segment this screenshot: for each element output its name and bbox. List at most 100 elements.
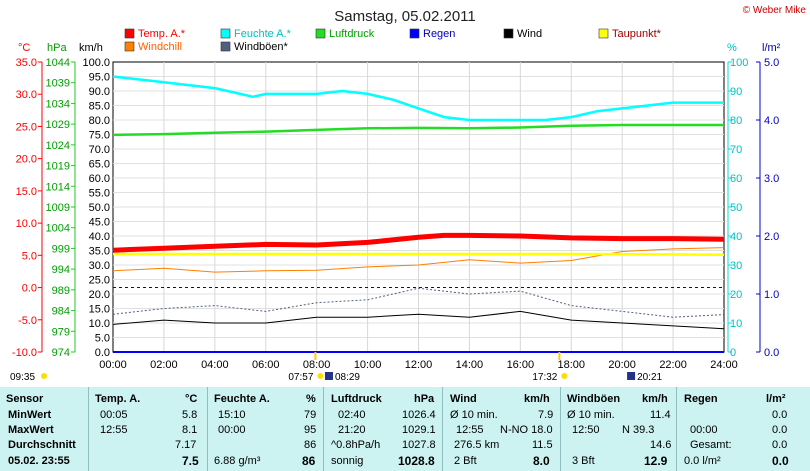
wind-tick-label: 10.0 <box>89 318 110 330</box>
wind-tick-label: 50.0 <box>89 202 110 214</box>
legend-swatch <box>598 28 609 39</box>
wind-current-value: 8.0 <box>533 454 550 468</box>
humidity-tick-label: 100 <box>730 57 748 69</box>
humidity-avg-value: 86 <box>304 439 317 451</box>
legend-label: Temp. A.* <box>138 28 186 40</box>
rain-tick-label: 4.0 <box>764 115 779 127</box>
moon-icon <box>324 372 333 380</box>
pressure-tick-label: 999 <box>52 243 70 255</box>
legend-swatch <box>220 41 231 52</box>
temp-tick-label: -5.0 <box>18 315 37 327</box>
wind-tick-label: 70.0 <box>89 144 110 156</box>
divider <box>323 387 324 471</box>
gust-current-value: 12.9 <box>644 454 668 468</box>
temp-min-value: 5.8 <box>182 409 198 421</box>
time-tick-label: 16:00 <box>507 359 535 371</box>
sun-icon <box>41 373 47 379</box>
sensor-header: Sensor <box>6 393 44 405</box>
rain-max-time: 00:00 <box>690 424 718 436</box>
wind-tick-label: 100.0 <box>82 57 110 69</box>
wind-axis-unit: km/h <box>79 42 103 54</box>
time-tick-label: 12:00 <box>405 359 433 371</box>
divider <box>442 387 443 471</box>
legend-label: Wind <box>517 28 542 40</box>
legend-label: Feuchte A.* <box>234 28 292 40</box>
gust-avg10-value: 11.4 <box>650 409 671 421</box>
rain-total-value: 0.0 <box>772 439 788 451</box>
pressure-tick-label: 974 <box>52 347 70 359</box>
sun-icon <box>561 373 568 379</box>
wind-tick-label: 75.0 <box>89 130 110 142</box>
wind-header: Wind <box>450 393 477 405</box>
time-tick-label: 08:00 <box>303 359 331 371</box>
pressure-tick-label: 994 <box>52 264 70 276</box>
pressure-max-time: 21:20 <box>338 424 366 436</box>
legend-swatch <box>124 41 135 52</box>
pressure-max-value: 1029.1 <box>402 424 436 436</box>
wind-tick-label: 60.0 <box>89 173 110 185</box>
humidity-axis-unit: % <box>727 42 737 54</box>
pressure-tick-label: 1024 <box>46 140 70 152</box>
wind-tick-label: 0.0 <box>95 347 110 359</box>
gust-avg10-label: Ø 10 min. <box>567 409 615 421</box>
temp-max-time: 12:55 <box>100 424 128 436</box>
temp-tick-label: 10.0 <box>16 218 37 230</box>
legend-label: Windchill <box>138 41 182 53</box>
legend-swatch <box>315 28 326 39</box>
wind-tick-label: 80.0 <box>89 115 110 127</box>
humidity-header: Feuchte A. <box>214 393 270 405</box>
legend-label: Regen <box>423 28 455 40</box>
humidity-min-time: 15:10 <box>218 409 246 421</box>
rain-max-value: 0.0 <box>772 424 788 436</box>
gust-max-time: 12:50 <box>572 424 600 436</box>
temp-tick-label: -10.0 <box>12 347 37 359</box>
wind-tick-label: 65.0 <box>89 159 110 171</box>
gust-unit: km/h <box>642 393 668 405</box>
wind-avg10-value: 7.9 <box>538 409 554 421</box>
rain-axis-unit: l/m² <box>762 42 781 54</box>
wind-run: 276.5 km <box>454 439 500 451</box>
pressure-tick-label: 1034 <box>46 98 70 110</box>
wind-tick-label: 20.0 <box>89 289 110 301</box>
pressure-avg-value: 1027.8 <box>402 439 436 451</box>
wind-line <box>112 310 725 330</box>
temp-max-value: 8.1 <box>182 424 198 436</box>
time-tick-label: 04:00 <box>201 359 229 371</box>
temp-axis-unit: °C <box>18 42 30 54</box>
pressure-min-time: 02:40 <box>338 409 366 421</box>
wind-tick-label: 95.0 <box>89 72 110 84</box>
pressure-tick-label: 1044 <box>46 57 70 69</box>
humidity-tick-label: 30 <box>730 260 742 272</box>
moonrise-marker-label: 08:29 <box>335 372 360 383</box>
current-time-label: 09:35 <box>10 372 35 383</box>
humidity-min-value: 79 <box>304 409 317 421</box>
temp-unit: °C <box>185 393 198 405</box>
sunset-marker-label: 17:32 <box>532 372 557 383</box>
humidity-unit: % <box>306 393 316 405</box>
rain-min-value: 0.0 <box>772 409 788 421</box>
divider <box>676 387 677 471</box>
rain-tick-label: 0.0 <box>764 347 779 359</box>
rain-tick-label: 2.0 <box>764 231 779 243</box>
wind-tick-label: 30.0 <box>89 260 110 272</box>
wind-gust-line <box>112 287 725 318</box>
wind-avg-value: 11.5 <box>532 439 553 451</box>
humidity-tick-label: 90 <box>730 86 742 98</box>
temp-tick-label: 5.0 <box>22 250 37 262</box>
time-tick-label: 10:00 <box>354 359 382 371</box>
humidity-tick-label: 60 <box>730 173 742 185</box>
pressure-tick-label: 1004 <box>46 223 70 235</box>
divider <box>560 387 561 471</box>
row-label-avg: Durchschnitt <box>8 439 76 451</box>
wind-tick-label: 35.0 <box>89 246 110 258</box>
gust-header: Windböen <box>567 393 621 405</box>
pressure-axis-unit: hPa <box>47 42 67 54</box>
legend-swatch <box>503 28 514 39</box>
pressure-forecast: sonnig <box>331 455 364 467</box>
wind-tick-label: 15.0 <box>89 304 110 316</box>
rain-total-label: Gesamt: <box>690 439 732 451</box>
humidity-tick-label: 10 <box>730 318 742 330</box>
time-tick-label: 02:00 <box>150 359 178 371</box>
legend-swatch <box>124 28 135 39</box>
pressure-tick-label: 989 <box>52 285 70 297</box>
